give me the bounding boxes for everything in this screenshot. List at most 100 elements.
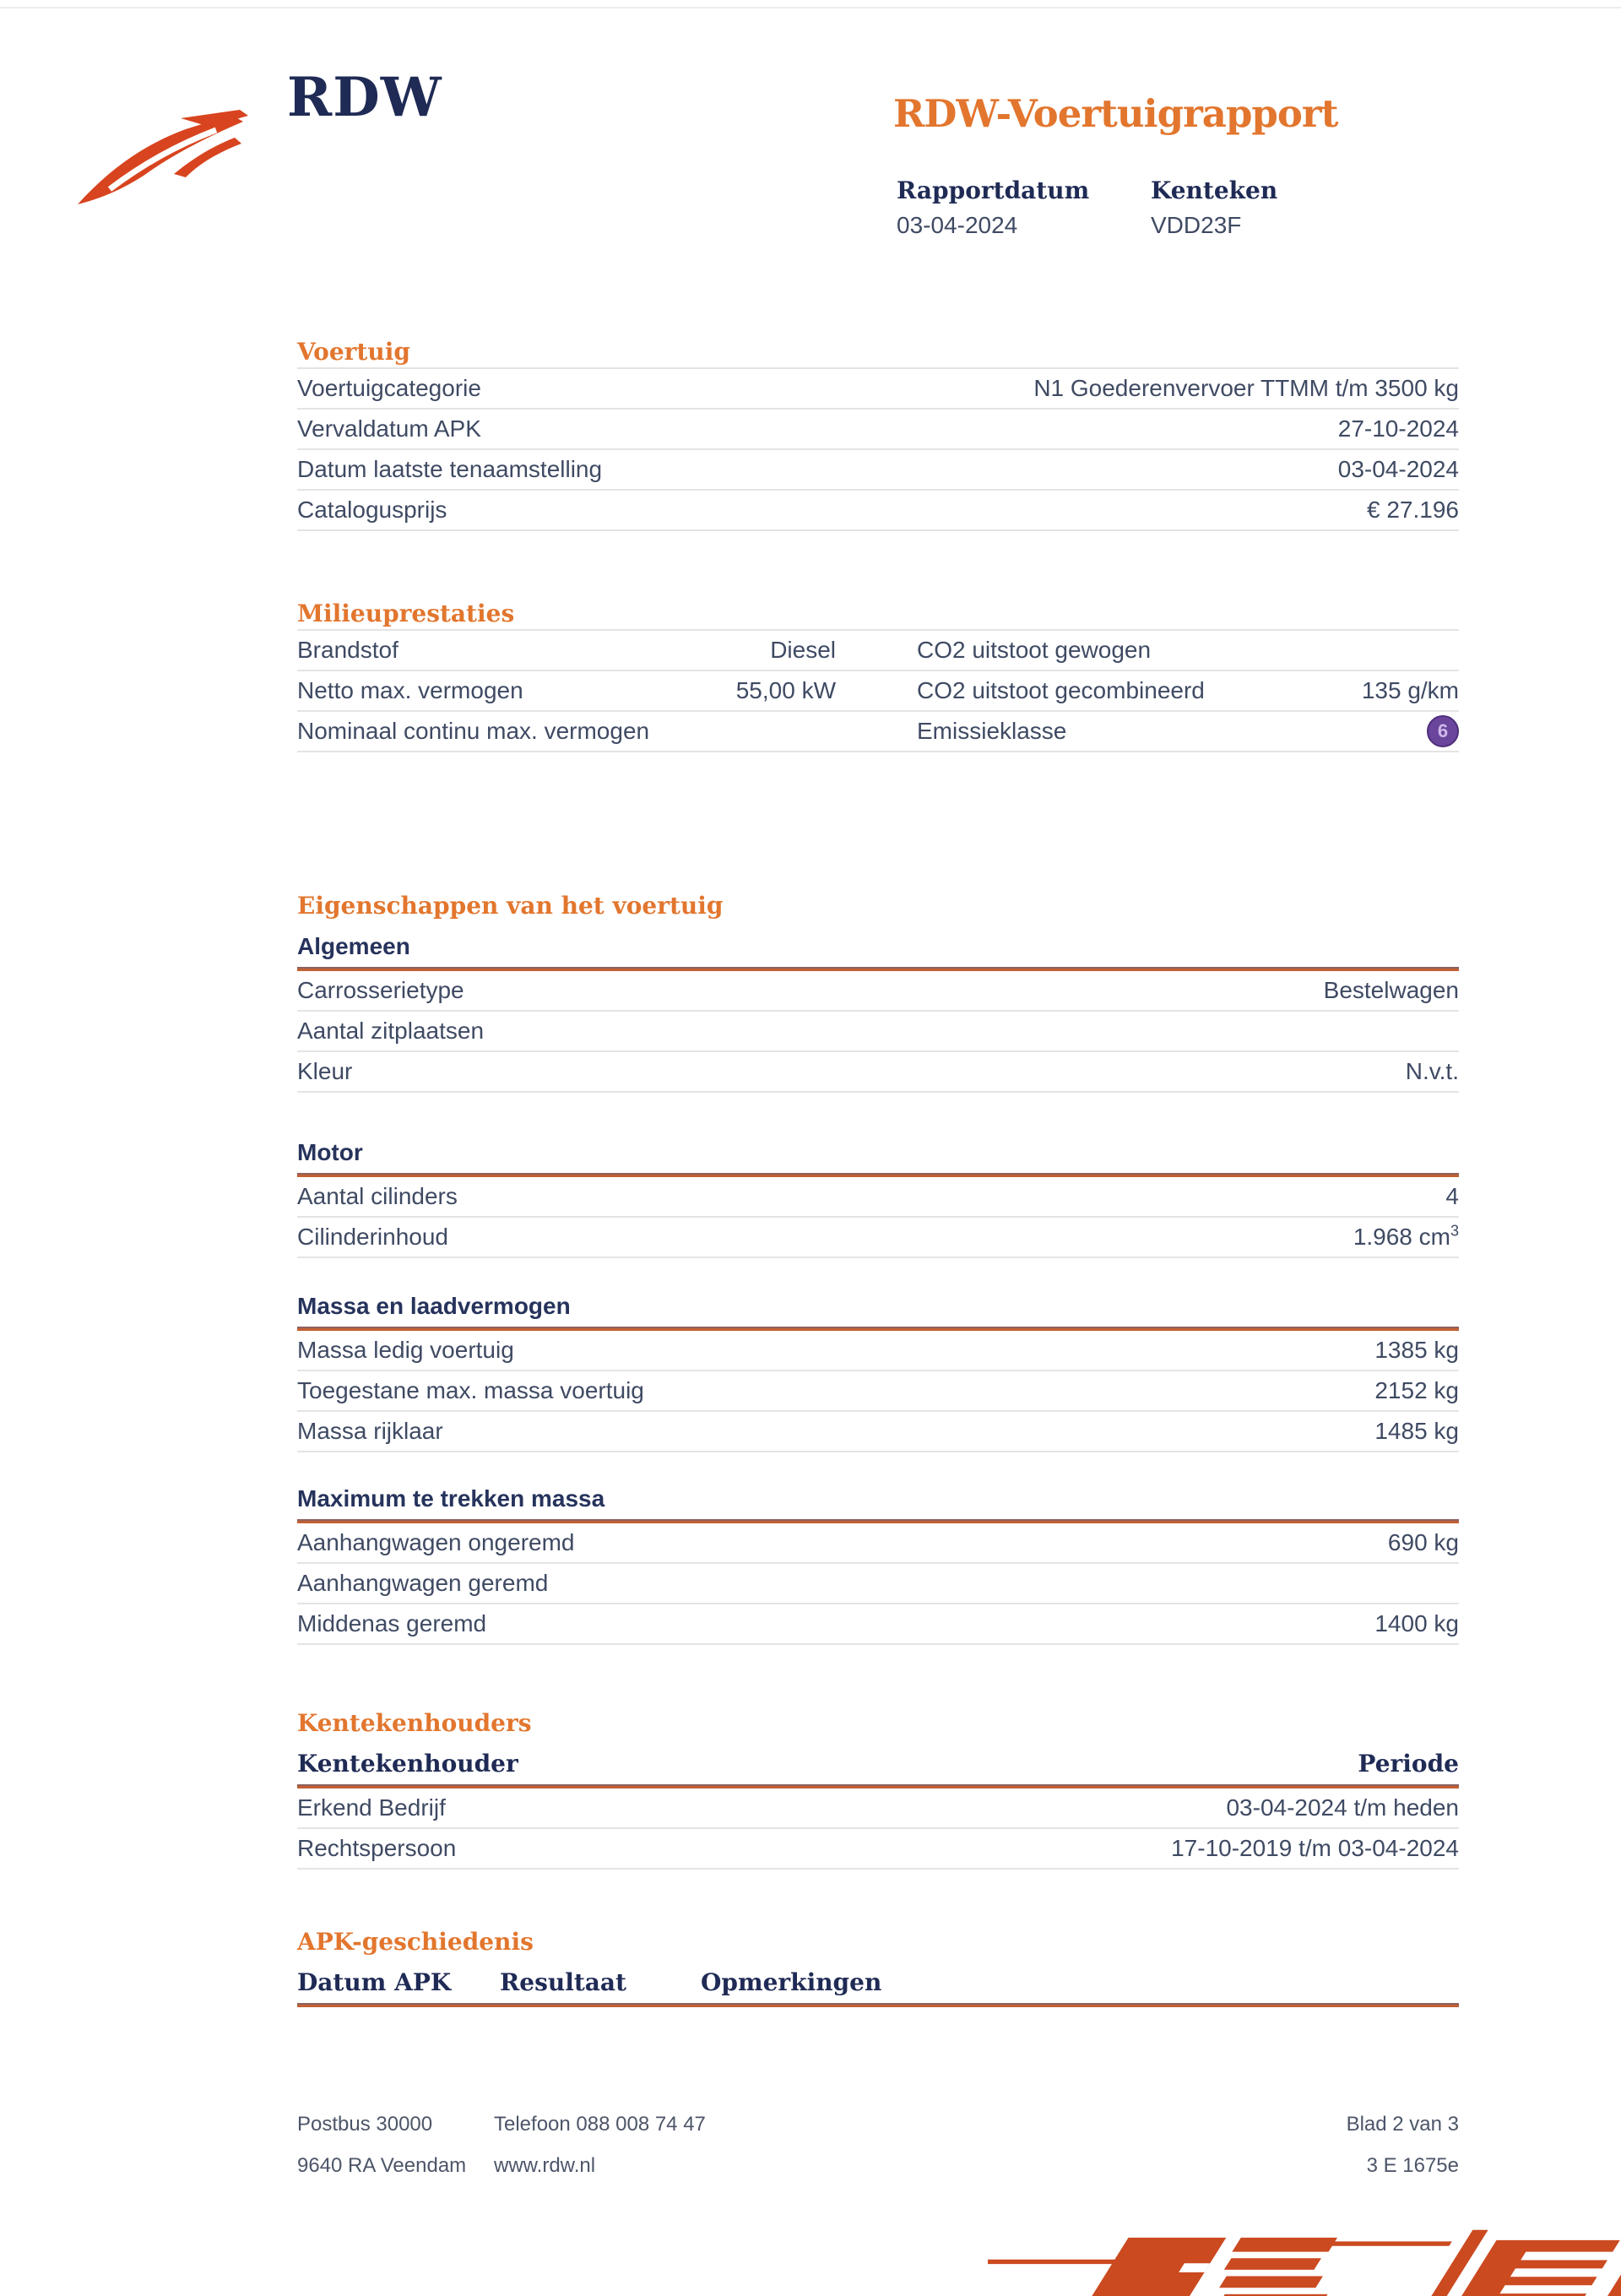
orange-rule <box>297 1327 1459 1331</box>
section-title: Voertuig <box>297 338 410 366</box>
footer-po-box: Postbus 30000 <box>297 2113 433 2136</box>
trekken-table: Aanhangwagen ongeremd 690 kg Aanhangwage… <box>297 1523 1459 1645</box>
row-label: Massa ledig voertuig <box>297 1337 514 1363</box>
row-label: Massa rijklaar <box>297 1418 443 1444</box>
row-value: Diesel <box>770 637 836 663</box>
row-value: 55,00 kW <box>735 677 836 703</box>
section-title: Milieuprestaties <box>297 600 515 627</box>
motor-table: Aantal cilinders 4 Cilinderinhoud 1.968 … <box>297 1177 1459 1258</box>
subsection-title: Algemeen <box>297 933 410 959</box>
license-plate-block: Kenteken VDD23F <box>1151 177 1277 239</box>
row-label: Netto max. vermogen <box>297 677 523 703</box>
table-row: Aantal cilinders 4 <box>297 1177 1459 1216</box>
table-row: Kleur N.v.t. <box>297 1050 1459 1091</box>
page-top-edge <box>0 7 1621 8</box>
license-plate-label: Kenteken <box>1151 176 1278 204</box>
table-bottom-rule <box>297 1091 1459 1093</box>
row-label: Erkend Bedrijf <box>297 1794 446 1821</box>
row-value: N.v.t. <box>1405 1058 1459 1084</box>
orange-rule <box>297 1173 1459 1177</box>
rdw-wordmark: RDW <box>287 66 442 129</box>
row-label: CO2 uitstoot gewogen <box>917 637 1152 663</box>
footer-form-code: 3 E 1675e <box>1366 2154 1459 2177</box>
emission-class-cell: 6 <box>1288 715 1459 747</box>
row-value: 03-04-2024 t/m heden <box>1226 1794 1459 1821</box>
row-label: Datum laatste tenaamstelling <box>297 456 603 482</box>
row-label: Vervaldatum APK <box>297 415 481 442</box>
row-label: Aanhangwagen ongeremd <box>297 1529 575 1555</box>
row-value: 135 g/km <box>1361 677 1459 703</box>
rdw-stripes-graphic <box>988 2218 1621 2296</box>
footer-city: 9640 RA Veendam <box>297 2154 467 2177</box>
row-label: Catalogusprijs <box>297 497 447 523</box>
footer-website: www.rdw.nl <box>494 2154 596 2177</box>
table-row: Carrosserietype Bestelwagen <box>297 971 1459 1010</box>
subsection-massa: Massa en laadvermogen Massa ledig voertu… <box>297 1294 1459 1452</box>
row-value: Bestelwagen <box>1323 977 1459 1003</box>
row-value: 17-10-2019 t/m 03-04-2024 <box>1171 1835 1459 1861</box>
table-bottom-rule <box>297 1868 1459 1870</box>
section-title: Kentekenhouders <box>297 1709 532 1737</box>
table-row: Nominaal continu max. vermogen Emissiekl… <box>297 710 1459 751</box>
table-row: Voertuigcategorie N1 Goederenvervoer TTM… <box>297 367 1459 408</box>
row-label: Nominaal continu max. vermogen <box>297 718 650 744</box>
table-bottom-rule <box>297 1257 1459 1258</box>
column-header-resultaat: Resultaat <box>500 1968 626 1996</box>
row-value: 03-04-2024 <box>1337 456 1459 482</box>
table-row: Cilinderinhoud 1.968 cm3 <box>297 1216 1459 1257</box>
table-row: Rechtspersoon 17-10-2019 t/m 03-04-2024 <box>297 1827 1459 1868</box>
row-value: 1400 kg <box>1374 1610 1459 1637</box>
row-label: Aanhangwagen geremd <box>297 1570 549 1596</box>
section-title: Eigenschappen van het voertuig <box>297 892 724 920</box>
footer-phone: Telefoon 088 008 74 47 <box>494 2113 706 2136</box>
row-value: 1385 kg <box>1374 1337 1459 1363</box>
row-label: Cilinderinhoud <box>297 1224 449 1250</box>
report-date-label: Rapportdatum <box>897 176 1090 204</box>
table-bottom-rule <box>297 751 1459 752</box>
footer-page-indicator: Blad 2 van 3 <box>1346 2113 1459 2136</box>
table-row: Middenas geremd 1400 kg <box>297 1603 1459 1643</box>
subsection-title: Motor <box>297 1139 363 1165</box>
table-row: Erkend Bedrijf 03-04-2024 t/m heden <box>297 1788 1459 1827</box>
footer-row: 9640 RA Veendam www.rdw.nl 3 E 1675e <box>297 2154 1459 2177</box>
page-footer: Postbus 30000 Telefoon 088 008 74 47 Bla… <box>297 2113 1459 2196</box>
emission-class-badge: 6 <box>1427 715 1459 747</box>
subsection-title: Maximum te trekken massa <box>297 1485 605 1512</box>
footer-row: Postbus 30000 Telefoon 088 008 74 47 Bla… <box>297 2113 1459 2136</box>
row-label: Rechtspersoon <box>297 1835 457 1861</box>
massa-table: Massa ledig voertuig 1385 kg Toegestane … <box>297 1331 1459 1452</box>
milieu-table: Brandstof Diesel CO2 uitstoot gewogen Ne… <box>297 629 1459 752</box>
subsection-trekken: Maximum te trekken massa Aanhangwagen on… <box>297 1486 1459 1645</box>
column-header-opmerkingen: Opmerkingen <box>701 1968 882 1996</box>
voertuig-table: Voertuigcategorie N1 Goederenvervoer TTM… <box>297 367 1459 531</box>
table-row: Catalogusprijs € 27.196 <box>297 489 1459 529</box>
row-label: Toegestane max. massa voertuig <box>297 1377 644 1403</box>
subsection-title: Massa en laadvermogen <box>297 1293 571 1319</box>
table-row: Toegestane max. massa voertuig 2152 kg <box>297 1370 1459 1410</box>
kentekenhouders-table-header: Kentekenhouder Periode <box>297 1751 1459 1777</box>
section-apk-geschiedenis: APK-geschiedenis Datum APK Resultaat Opm… <box>297 1930 1459 2007</box>
row-label: Emissieklasse <box>917 718 1067 744</box>
row-value: 1485 kg <box>1374 1418 1459 1444</box>
table-row: Massa rijklaar 1485 kg <box>297 1410 1459 1451</box>
row-value: N1 Goederenvervoer TTMM t/m 3500 kg <box>1033 375 1459 401</box>
column-header-datum-apk: Datum APK <box>297 1968 452 1996</box>
row-label: Middenas geremd <box>297 1610 487 1637</box>
column-header-kentekenhouder: Kentekenhouder <box>297 1750 518 1778</box>
column-header-periode: Periode <box>1358 1750 1459 1778</box>
section-kentekenhouders: Kentekenhouders Kentekenhouder Periode E… <box>297 1711 1459 1870</box>
row-label: Voertuigcategorie <box>297 375 481 401</box>
row-value: € 27.196 <box>1367 497 1459 523</box>
row-label: Aantal zitplaatsen <box>297 1018 485 1044</box>
table-bottom-rule <box>297 1643 1459 1645</box>
table-row: Massa ledig voertuig 1385 kg <box>297 1331 1459 1370</box>
superscript: 3 <box>1450 1222 1459 1240</box>
row-label: Brandstof <box>297 637 398 663</box>
table-row: Netto max. vermogen 55,00 kW CO2 uitstoo… <box>297 670 1459 710</box>
section-voertuig: Voertuig Voertuigcategorie N1 Goederenve… <box>297 339 1459 531</box>
subsection-motor: Motor Aantal cilinders 4 Cilinderinhoud … <box>297 1140 1459 1258</box>
license-plate-value: VDD23F <box>1151 212 1242 238</box>
report-date-value: 03-04-2024 <box>897 212 1018 238</box>
table-row: Aantal zitplaatsen <box>297 1010 1459 1050</box>
table-row: Aanhangwagen ongeremd 690 kg <box>297 1523 1459 1562</box>
